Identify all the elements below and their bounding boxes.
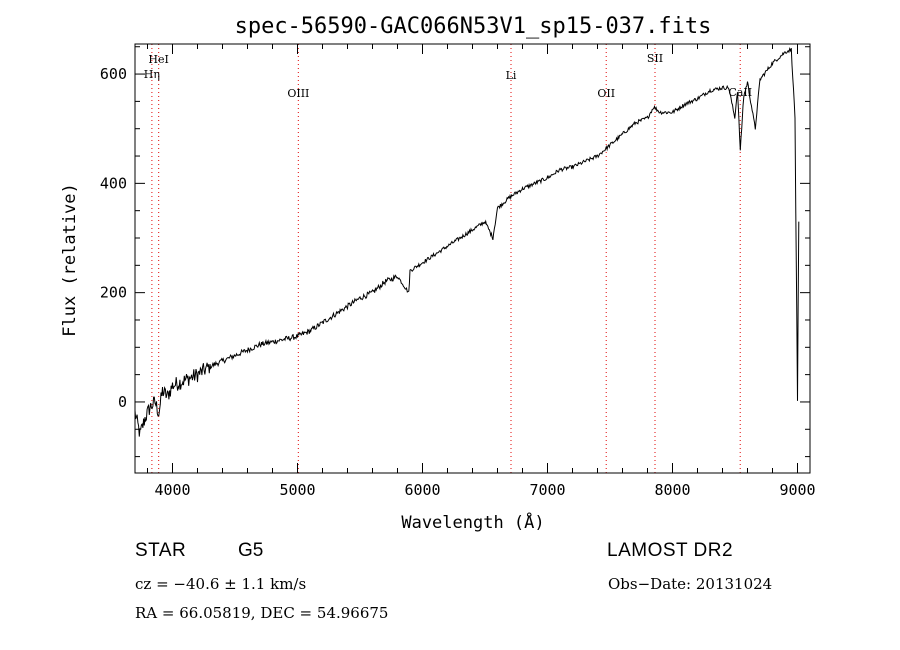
- x-tick-label: 5000: [279, 481, 315, 499]
- spectral-line-label: Li: [506, 69, 517, 82]
- obs-date: Obs−Date: 20131024: [608, 575, 773, 593]
- spectral-line-markers: [151, 44, 741, 473]
- x-tick-label: 7000: [529, 481, 565, 499]
- object-class: STAR: [135, 540, 187, 561]
- y-axis-label: Flux (relative): [60, 183, 80, 337]
- x-axis-label: Wavelength (Å): [401, 511, 544, 533]
- coordinates: RA = 66.05819, DEC = 54.96675: [135, 604, 389, 622]
- x-tick-label: 4000: [154, 481, 190, 499]
- spectrum-series-line: [134, 46, 800, 437]
- axis-tick-labels: 4000 5000 6000 7000 8000 9000 0 200 400 600: [100, 65, 816, 499]
- spectral-line-label: OII: [597, 87, 615, 100]
- y-tick-label: 400: [100, 174, 127, 192]
- spectral-line-label: OIII: [287, 87, 309, 100]
- chart-title: spec-56590-GAC066N53V1_sp15-037.fits: [235, 14, 712, 39]
- survey-name: LAMOST DR2: [607, 540, 734, 561]
- spectral-line-labels: HeI Hη OIII Li OII SII CaII: [144, 52, 752, 100]
- plot-frame: [134, 43, 811, 474]
- x-tick-label: 6000: [404, 481, 440, 499]
- y-tick-label: 600: [100, 65, 127, 83]
- object-subclass: G5: [238, 540, 264, 561]
- spectral-line-label: SII: [647, 52, 663, 65]
- redshift-value: cz = −40.6 ± 1.1 km/s: [135, 575, 307, 593]
- spectral-line-label: HeI: [148, 53, 168, 66]
- spectral-line-label: Hη: [144, 68, 160, 81]
- spectral-line-label: CaII: [728, 86, 752, 99]
- axis-ticks: [135, 44, 810, 473]
- x-tick-label: 9000: [779, 481, 815, 499]
- y-tick-label: 200: [100, 284, 127, 302]
- y-tick-label: 0: [118, 393, 127, 411]
- x-tick-label: 8000: [654, 481, 690, 499]
